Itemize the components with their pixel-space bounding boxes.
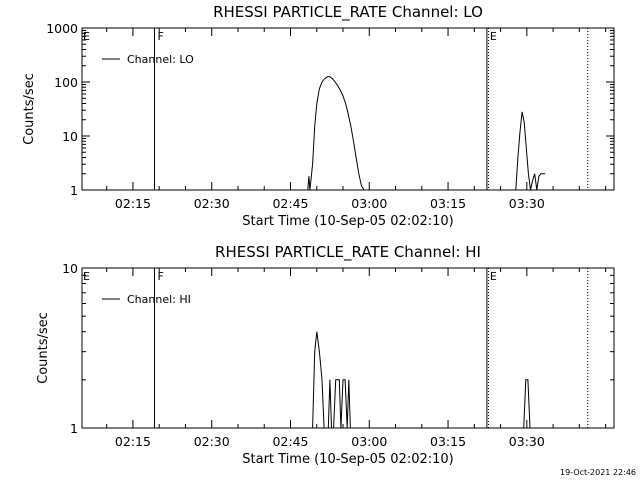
chart-title: RHESSI PARTICLE_RATE Channel: HI	[215, 243, 481, 262]
series-line	[312, 331, 356, 428]
x-axis-label: Start Time (10-Sep-05 02:02:10)	[242, 214, 453, 229]
x-tick-label: 03:30	[509, 196, 545, 211]
y-tick-label: 10	[62, 261, 78, 276]
x-tick-label: 02:30	[194, 434, 230, 449]
plot-frame	[81, 267, 615, 429]
x-tick-label: 02:45	[272, 196, 308, 211]
vertical-marker-label: E	[490, 30, 497, 43]
y-tick-label: 1	[70, 421, 78, 436]
chart-title: RHESSI PARTICLE_RATE Channel: LO	[213, 3, 483, 22]
corner-marker-label: E	[83, 270, 90, 283]
x-axis-label: Start Time (10-Sep-05 02:02:10)	[242, 452, 453, 467]
x-tick-label: 03:15	[430, 196, 466, 211]
corner-marker-label: E	[83, 30, 90, 43]
x-tick-label: 03:30	[509, 434, 545, 449]
vertical-marker-label: F	[157, 270, 163, 283]
x-tick-label: 03:00	[351, 196, 387, 211]
legend-label: Channel: HI	[127, 293, 191, 306]
vertical-marker-label: F	[157, 30, 163, 43]
series-line	[307, 76, 367, 190]
panel-hi: RHESSI PARTICLE_RATE Channel: HI Counts/s…	[36, 243, 615, 467]
series-line	[523, 379, 533, 428]
timestamp-label: 19-Oct-2021 22:46	[560, 468, 636, 477]
x-tick-label: 02:30	[194, 196, 230, 211]
y-tick-label: 100	[54, 75, 78, 90]
y-axis-label: Counts/sec	[22, 73, 37, 145]
y-axis-label: Counts/sec	[36, 312, 51, 384]
x-tick-label: 02:45	[272, 434, 308, 449]
vertical-marker-label: E	[490, 270, 497, 283]
plot-frame	[81, 27, 615, 191]
x-tick-label: 03:15	[430, 434, 466, 449]
legend-label: Channel: LO	[127, 53, 194, 66]
x-tick-label: 02:15	[115, 434, 151, 449]
series-line	[515, 111, 546, 190]
x-tick-label: 02:15	[115, 196, 151, 211]
y-tick-label: 10	[62, 129, 78, 144]
x-tick-label: 03:00	[351, 434, 387, 449]
y-tick-label: 1	[70, 183, 78, 198]
y-tick-label: 1000	[46, 21, 78, 36]
panel-lo: RHESSI PARTICLE_RATE Channel: LO Counts/s…	[22, 3, 615, 229]
